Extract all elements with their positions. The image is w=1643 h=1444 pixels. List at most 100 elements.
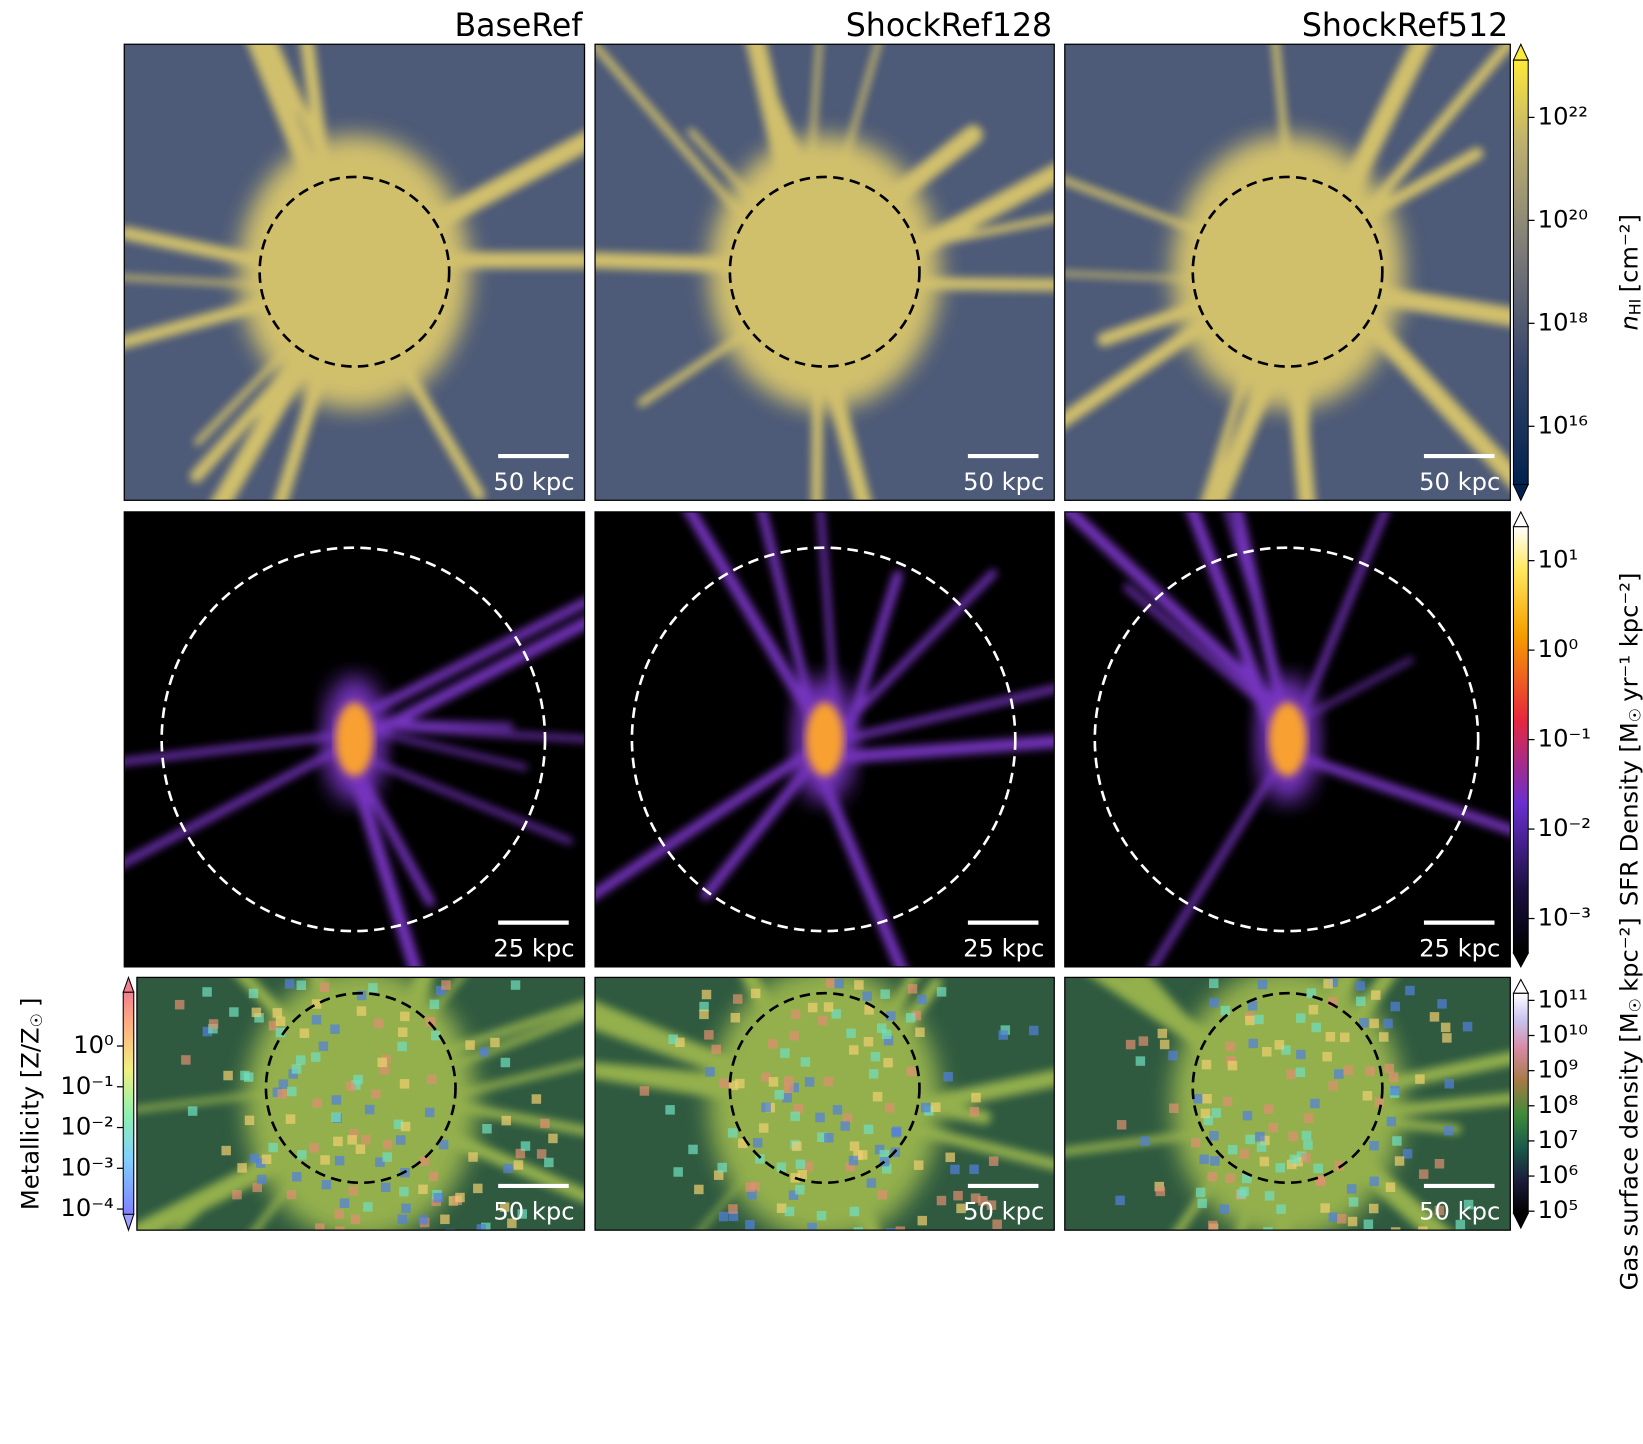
metal-cell [433, 1192, 443, 1203]
metal-cell [1248, 1038, 1259, 1049]
scale-bar-label: 25 kpc [493, 934, 574, 962]
metal-cell [1254, 1014, 1264, 1025]
metal-cell [1405, 985, 1415, 996]
metal-cell [479, 1047, 489, 1057]
metal-cell [425, 1017, 436, 1027]
metal-cell [396, 1135, 406, 1145]
tick-label: 10²² [1538, 102, 1588, 130]
metal-cell [768, 1077, 779, 1087]
metal-cell [1455, 1219, 1466, 1230]
metal-cell [1378, 1032, 1389, 1042]
metal-cell [795, 1159, 806, 1169]
colorbar-label: nHI [cm⁻²] [1615, 214, 1643, 331]
filament [807, 750, 907, 967]
metal-cell [842, 1113, 853, 1123]
metal-cell [375, 1157, 385, 1167]
metal-cell [735, 1078, 745, 1089]
metal-cell [473, 1183, 483, 1194]
scale-bar-label: 50 kpc [963, 1198, 1044, 1226]
metal-cell [208, 1019, 219, 1029]
tick-label: 10⁻¹ [1538, 725, 1591, 753]
metal-cell [296, 980, 307, 990]
metal-cell [882, 1164, 892, 1174]
filament [595, 737, 830, 901]
metal-cell [845, 1161, 855, 1172]
metal-cell [401, 1203, 411, 1213]
metal-cell [347, 1135, 357, 1145]
metal-cell [1386, 1116, 1397, 1127]
filament [700, 750, 824, 900]
metal-cell [400, 1121, 411, 1132]
metal-cell [1154, 1181, 1165, 1192]
metal-cell [288, 1069, 298, 1079]
metal-cell [800, 1057, 811, 1067]
metal-cell [331, 1112, 341, 1123]
colorbar-extend [1512, 1212, 1530, 1230]
metal-cell [790, 1009, 801, 1020]
filament [333, 597, 585, 732]
tick-label: 10⁻² [1538, 814, 1591, 842]
metal-cell [755, 1154, 765, 1164]
metal-cell [789, 1082, 799, 1093]
metal-cell [513, 1160, 524, 1170]
metal-cell [780, 1048, 790, 1058]
filament [828, 569, 998, 741]
metal-cell [429, 999, 440, 1010]
metal-cell [272, 1008, 283, 1018]
core [238, 135, 471, 410]
metal-cell [351, 1080, 361, 1090]
metal-cell [540, 1118, 550, 1129]
metal-cell [848, 1155, 859, 1166]
metal-cell [1334, 1069, 1344, 1079]
metal-cell [1310, 1098, 1320, 1109]
metal-cell [804, 1077, 815, 1087]
metal-cell [292, 1172, 302, 1182]
image-panel: 50 kpc [136, 976, 586, 1231]
metal-cell [907, 984, 918, 994]
metal-cell [1193, 1094, 1203, 1104]
metal-cell [321, 1179, 332, 1190]
metal-cell [807, 1222, 817, 1231]
metal-cell [1197, 1198, 1207, 1209]
metal-cell [255, 1158, 266, 1168]
metal-cell [248, 988, 259, 999]
colorbar: 10¹⁶ 10¹⁸ 10²⁰ 10²² nHI [cm⁻²] [1512, 43, 1643, 502]
metal-cell [876, 1023, 887, 1033]
metal-cell [399, 1079, 410, 1089]
metal-cell [1242, 1173, 1252, 1184]
metal-cell [675, 1037, 685, 1048]
metal-cell [1195, 1187, 1206, 1198]
metal-cell [295, 1055, 306, 1065]
metal-cell [261, 1154, 272, 1165]
colorbar-label-symbol: Gas surface density [M [1615, 1012, 1643, 1290]
metal-cell [1236, 1189, 1247, 1199]
metal-cell [969, 1164, 979, 1175]
metal-cell [1328, 1212, 1339, 1222]
metal-cell [1418, 1169, 1429, 1179]
metal-cell [309, 1143, 319, 1153]
metal-cell [853, 1227, 864, 1231]
panel-title: BaseRef [454, 8, 583, 44]
metal-cell [1000, 1025, 1011, 1035]
metal-cell [863, 1037, 874, 1047]
metal-cell [747, 1189, 757, 1200]
metal-cell [287, 1086, 297, 1097]
metal-cell [1384, 1063, 1394, 1074]
metal-cell [1159, 1039, 1170, 1050]
tick-label: 10¹⁶ [1538, 411, 1588, 439]
metal-cell [1415, 1074, 1425, 1084]
metal-cell [536, 1149, 547, 1159]
metal-cell [823, 1076, 834, 1087]
metal-cell [1135, 1056, 1146, 1066]
tick-label: 10¹ [1538, 546, 1579, 574]
colorbar-label-subscript: HI [1625, 299, 1643, 316]
metal-cell [745, 1219, 755, 1230]
metal-cell [694, 1184, 704, 1195]
metal-cell [761, 1072, 771, 1082]
metal-cell [1125, 1039, 1136, 1050]
metal-cell [284, 979, 295, 989]
metal-cell [1369, 1176, 1379, 1187]
metal-cell [782, 1093, 792, 1103]
metal-cell [348, 1185, 359, 1196]
